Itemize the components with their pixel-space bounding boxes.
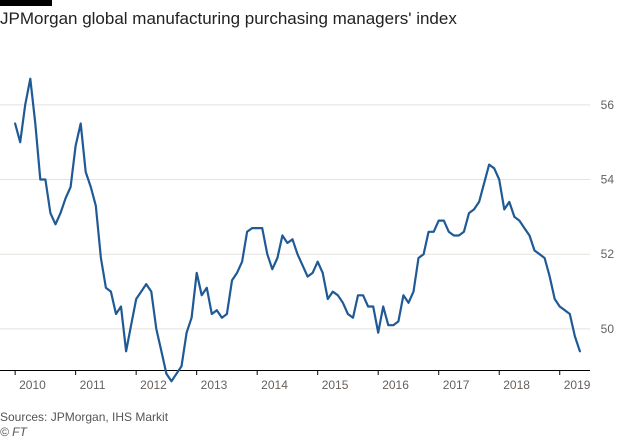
x-tick-label: 2015 (322, 378, 349, 392)
x-axis-ticks: 2010 2011 2012 2013 2014 2015 2016 2017 2018 2019 (0, 370, 591, 392)
y-tick-label: 56 (601, 98, 615, 112)
series-layer (14, 77, 581, 383)
source-note: Sources: JPMorgan, IHS Markit (0, 410, 169, 424)
y-tick-label: 52 (601, 247, 615, 261)
x-tick-label: 2014 (261, 378, 288, 392)
ft-credit: © FT (0, 425, 27, 439)
ft-brand-bar (0, 0, 52, 6)
y-tick-label: 50 (601, 322, 615, 336)
x-tick-label: 2016 (382, 378, 409, 392)
series-line-pmi (14, 77, 581, 383)
x-tick-label: 2011 (80, 378, 106, 392)
x-tick-label: 2013 (201, 378, 228, 392)
y-axis-ticks: 50 52 54 56 (601, 98, 615, 336)
gridlines (0, 104, 590, 330)
x-tick-label: 2010 (19, 378, 46, 392)
y-tick-label: 54 (601, 173, 615, 187)
x-tick-label: 2019 (564, 378, 591, 392)
chart-title: JPMorgan global manufacturing purchasing… (0, 9, 457, 28)
x-tick-label: 2012 (140, 378, 167, 392)
x-tick-label: 2017 (443, 378, 470, 392)
x-tick-label: 2018 (503, 378, 530, 392)
